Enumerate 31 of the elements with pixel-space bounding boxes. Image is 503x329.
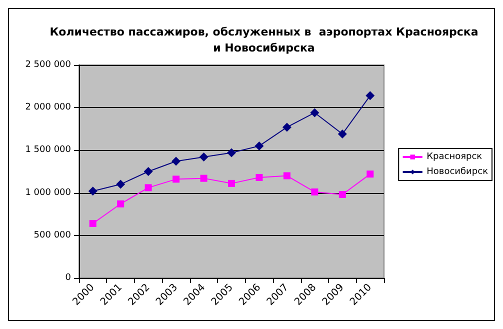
point <box>172 156 181 166</box>
y-tick-label: 1 500 000 <box>25 145 72 156</box>
point <box>338 130 347 139</box>
point <box>199 152 208 162</box>
point <box>254 141 264 150</box>
point <box>88 186 98 196</box>
y-tick-label: 1 000 000 <box>25 188 72 198</box>
y-tick-label: 2 000 000 <box>25 102 72 113</box>
y-tick-label: 2 500 000 <box>25 60 72 70</box>
point <box>172 176 180 183</box>
point <box>311 188 318 196</box>
point <box>228 180 235 187</box>
point <box>89 220 96 227</box>
point <box>116 180 126 189</box>
point <box>117 200 124 208</box>
point <box>338 191 346 198</box>
point <box>144 167 153 176</box>
point <box>282 122 292 132</box>
point <box>366 170 374 178</box>
point <box>144 184 152 192</box>
point <box>283 172 290 180</box>
y-tick-label: 0 <box>65 273 72 283</box>
point <box>366 91 375 100</box>
chart-title: Количество пассажиров, обслуженных в аэропортах Красноярска и Новосибирска <box>50 26 478 54</box>
point <box>227 148 236 158</box>
y-tick-label: 500 000 <box>34 230 72 240</box>
legend-label: Красноярск <box>426 152 483 162</box>
legend-label: Новосибирск <box>426 167 489 177</box>
point <box>200 174 208 182</box>
point <box>310 108 320 118</box>
point <box>256 174 263 181</box>
